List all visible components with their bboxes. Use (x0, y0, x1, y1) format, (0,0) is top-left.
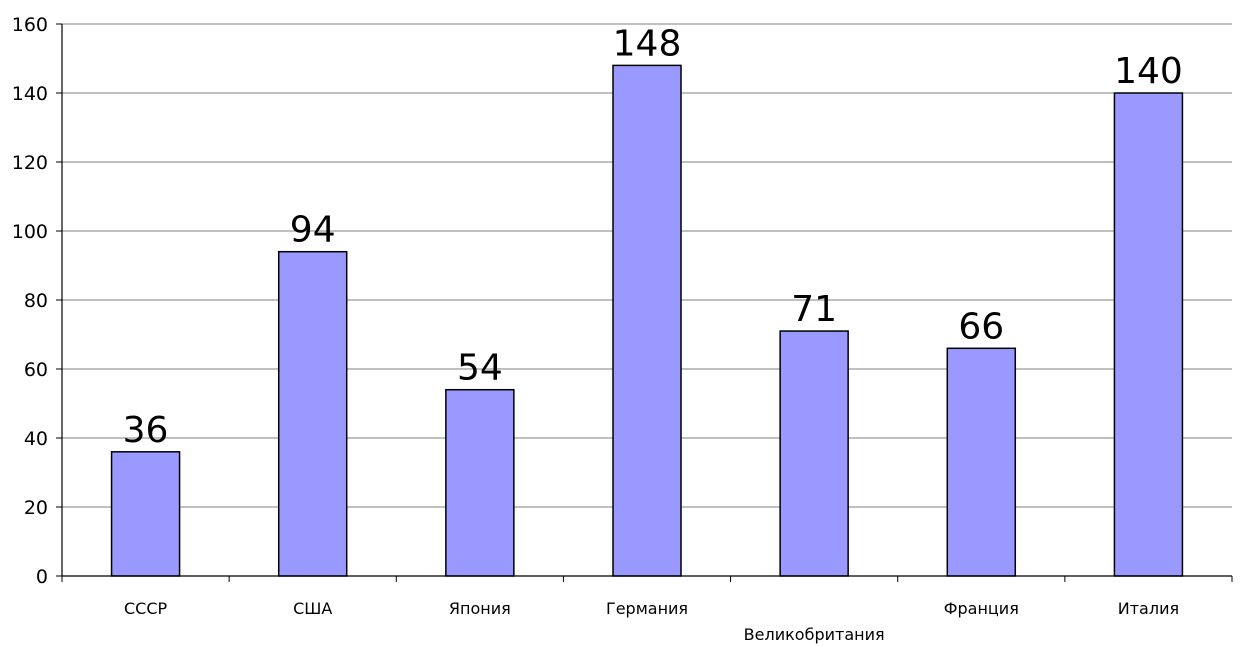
data-label: 71 (791, 289, 837, 330)
bar-3 (445, 388, 515, 577)
bar-6 (946, 347, 1017, 577)
bar-5 (779, 330, 849, 577)
y-tick-label: 100 (12, 221, 48, 243)
bar-2 (277, 250, 348, 577)
x-category-label: Германия (606, 599, 688, 618)
x-category-label: Франция (944, 599, 1019, 618)
x-category-label: Япония (449, 599, 511, 618)
axes (56, 23, 1233, 582)
y-tick-label: 120 (12, 152, 48, 174)
x-category-label: Великобритания (744, 625, 885, 644)
y-tick-label: 160 (12, 14, 48, 36)
y-tick-label: 0 (36, 566, 48, 588)
data-label: 94 (290, 210, 336, 251)
y-tick-label: 20 (24, 497, 48, 519)
data-label: 54 (457, 348, 503, 389)
y-tick-label: 60 (24, 359, 48, 381)
data-label: 36 (123, 410, 169, 451)
y-tick-label: 40 (24, 428, 48, 450)
bar-4 (612, 64, 682, 577)
bar-7 (1113, 92, 1184, 577)
labels: 0 20 40 60 80 100 120 140 160 36 СССР 94 США 54 Япония… (12, 14, 1183, 644)
data-label: 148 (613, 23, 682, 64)
x-category-label: Италия (1118, 599, 1179, 618)
x-category-label: США (293, 599, 332, 618)
data-label: 140 (1114, 51, 1183, 92)
bar-1 (110, 451, 181, 577)
y-tick-label: 80 (24, 290, 48, 312)
bars (110, 64, 1184, 577)
data-label: 66 (958, 306, 1004, 347)
x-category-label: СССР (124, 599, 168, 618)
y-tick-label: 140 (12, 83, 48, 105)
